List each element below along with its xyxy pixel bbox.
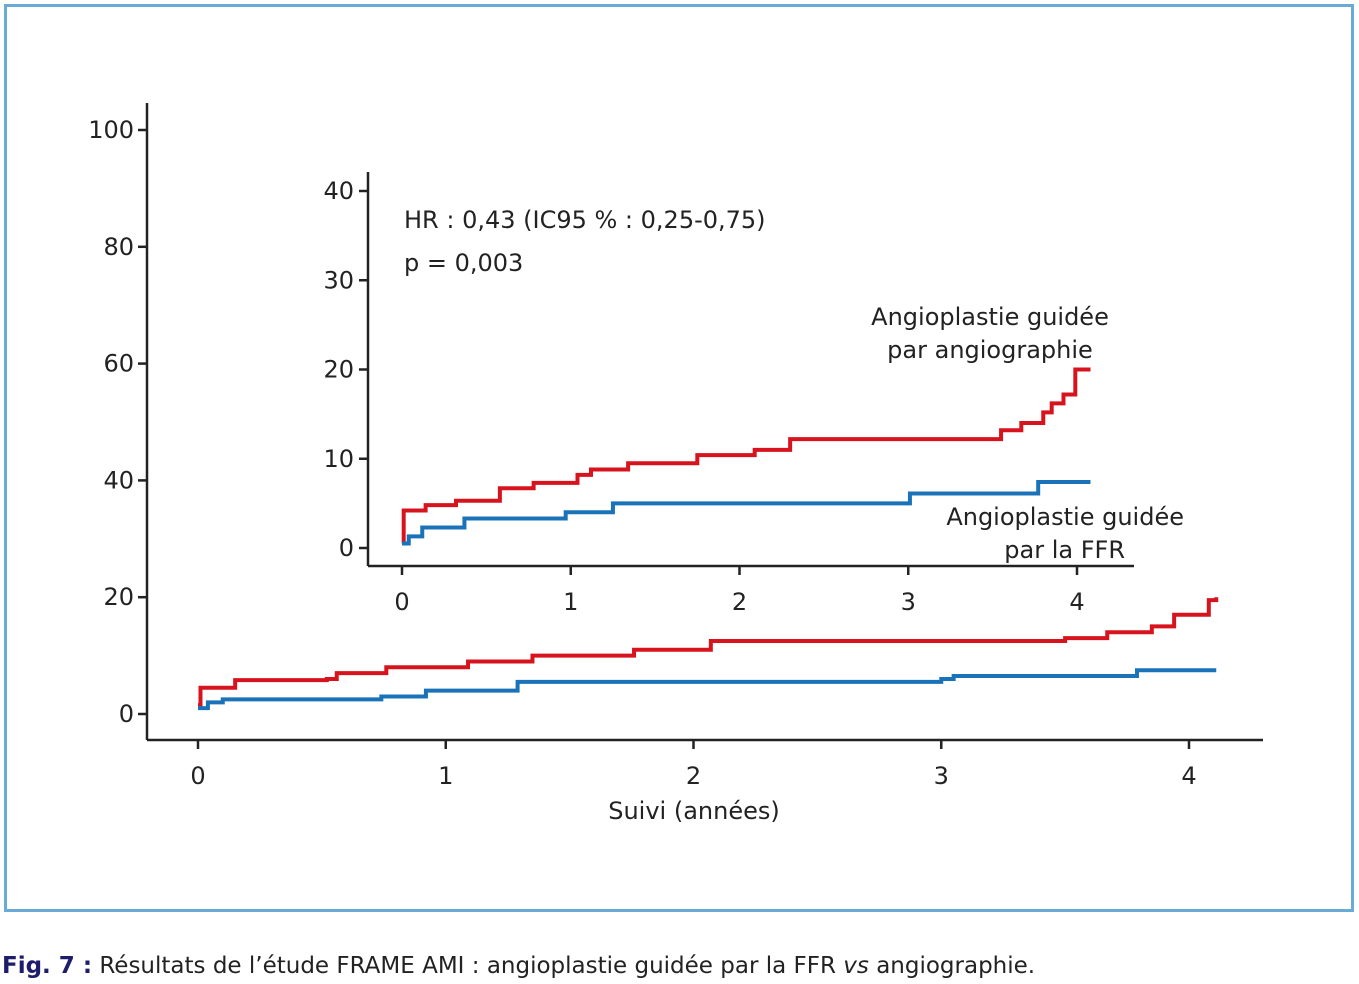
- main-series-line-angiography: [198, 597, 1219, 708]
- main-y-tick-label: 80: [103, 233, 134, 261]
- figure-caption: Fig. 7 : Résultats de l’étude FRAME AMI …: [2, 953, 1035, 979]
- main-x-tick-label: 2: [686, 762, 701, 790]
- main-x-tick-label: 3: [934, 762, 949, 790]
- main-y-tick-label: 100: [88, 116, 134, 144]
- ffr-series-label: Angioplastie guidée: [946, 503, 1184, 531]
- figure-frame: [4, 4, 1354, 912]
- main-x-tick-label: 0: [190, 762, 205, 790]
- caption-text: Résultats de l’étude FRAME AMI : angiopl…: [92, 953, 844, 979]
- inset-y-tick-label: 20: [323, 356, 354, 384]
- p-value-annotation: p = 0,003: [404, 249, 523, 277]
- inset-x-tick-label: 1: [563, 588, 578, 616]
- main-x-tick-label: 4: [1181, 762, 1196, 790]
- inset-x-tick-label: 4: [1069, 588, 1084, 616]
- inset-x-tick-label: 3: [901, 588, 916, 616]
- angiography-series-label: par angiographie: [887, 336, 1093, 364]
- inset-x-tick-label: 2: [732, 588, 747, 616]
- main-y-tick-label: 60: [103, 350, 134, 378]
- main-y-tick-label: 20: [103, 583, 134, 611]
- caption-separator: :: [74, 953, 93, 979]
- inset-y-tick-label: 40: [323, 177, 354, 205]
- inset-series-line-series-1: [402, 479, 1091, 546]
- caption-text-end: angiographie.: [868, 953, 1036, 979]
- main-y-tick-label: 40: [103, 466, 134, 494]
- caption-italic: vs: [843, 953, 869, 979]
- main-y-tick-label: 0: [119, 700, 134, 728]
- angiography-series-label: Angioplastie guidée: [871, 303, 1109, 331]
- inset-x-tick-label: 0: [394, 588, 409, 616]
- inset-y-tick-label: 0: [339, 534, 354, 562]
- inset-panel: 0 10 20 30 40 0 1 2 3 4 HR : 0,43 (IC95 % : 0,25-0…: [323, 172, 1184, 616]
- hr-annotation: HR : 0,43 (IC95 % : 0,25-0,75): [404, 206, 766, 234]
- main-series-line-ffr: [198, 668, 1217, 711]
- main-x-tick-label: 1: [438, 762, 453, 790]
- inset-y-tick-label: 10: [323, 445, 354, 473]
- inset-series-line-series-0: [401, 367, 1091, 546]
- caption-label: Fig. 7: [2, 953, 75, 979]
- inset-y-tick-label: 30: [323, 266, 354, 294]
- x-axis-title: Suivi (années): [608, 797, 780, 825]
- ffr-series-label: par la FFR: [1004, 536, 1125, 564]
